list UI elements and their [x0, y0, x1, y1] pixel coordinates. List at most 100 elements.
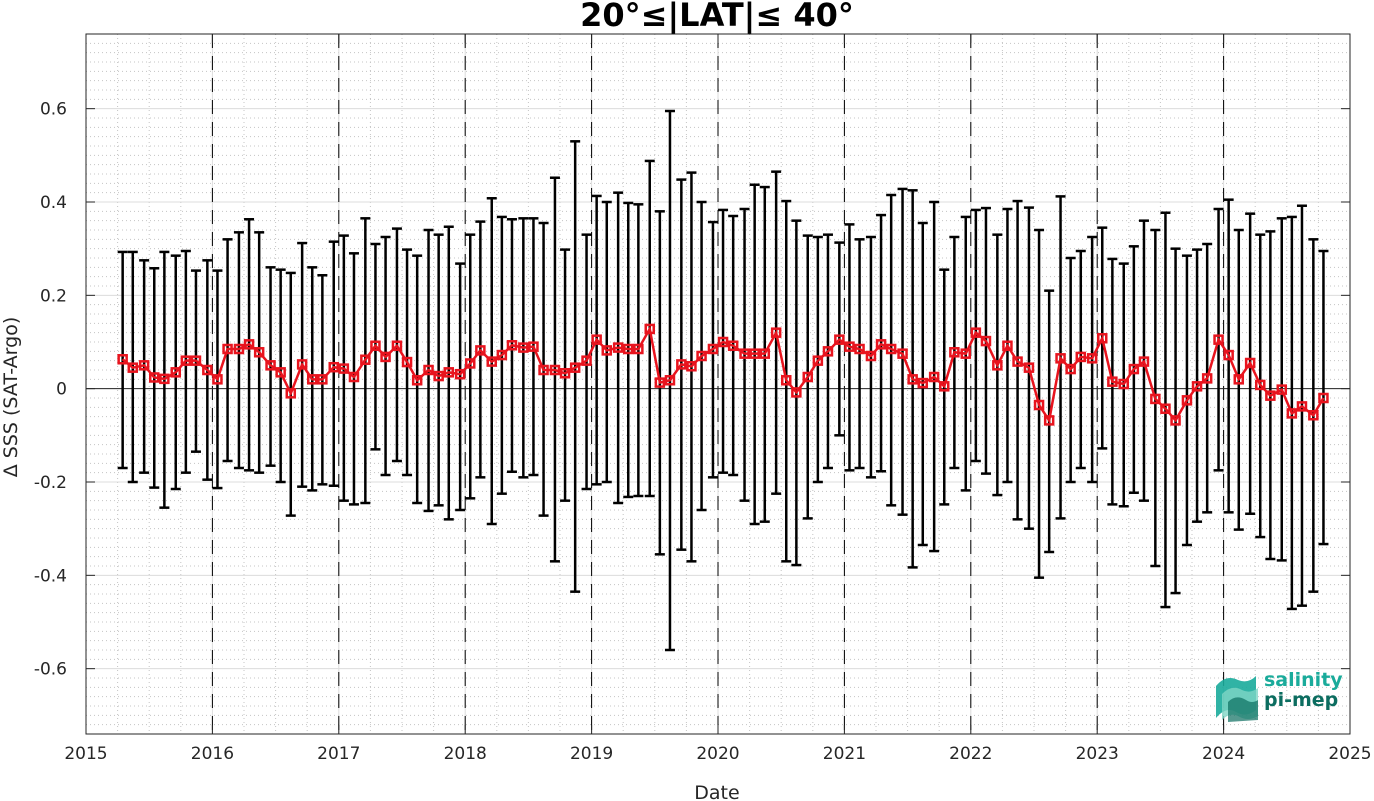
data-point	[749, 348, 760, 359]
data-point	[265, 360, 276, 371]
x-tick-label: 2023	[1076, 744, 1119, 764]
data-point	[960, 348, 971, 359]
data-point	[1002, 340, 1013, 351]
data-point	[401, 356, 413, 368]
data-point	[348, 371, 360, 383]
data-point	[992, 360, 1003, 371]
data-point	[1012, 356, 1023, 367]
data-point	[1138, 356, 1150, 367]
salinity-pi-mep-logo: salinity pi-mep	[1212, 666, 1352, 722]
data-point	[822, 346, 834, 357]
data-point	[1201, 373, 1213, 384]
y-tick-label: 0.4	[40, 193, 67, 213]
data-point	[1244, 357, 1256, 369]
data-point	[1296, 401, 1308, 412]
data-point	[696, 350, 707, 362]
data-point	[117, 354, 128, 365]
logo-line2: pi-mep	[1264, 689, 1339, 711]
data-point	[486, 356, 497, 367]
data-point	[781, 375, 792, 386]
data-point	[1055, 353, 1066, 364]
data-point	[812, 355, 824, 366]
data-point	[623, 343, 634, 355]
axis-ticks	[85, 34, 1351, 734]
data-point	[654, 377, 666, 388]
x-tick-label: 2020	[696, 744, 739, 764]
data-point	[296, 359, 308, 370]
data-point	[138, 360, 150, 371]
data-point	[664, 375, 676, 386]
logo-line1: salinity	[1264, 669, 1343, 691]
data-point	[1191, 381, 1203, 392]
tick-labels: 2015 2016 2017 2018 2019 2020 2021 2022 2023 2024…	[34, 100, 1372, 764]
data-point	[1097, 333, 1108, 344]
data-point	[917, 377, 929, 389]
x-tick-label: 2016	[191, 744, 234, 764]
data-point	[1043, 415, 1055, 426]
data-point	[423, 364, 434, 376]
data-point	[1265, 390, 1276, 401]
data-point	[328, 361, 339, 373]
data-point	[528, 341, 539, 352]
data-point	[717, 336, 729, 348]
data-point	[475, 345, 486, 356]
data-point	[433, 370, 444, 382]
data-point	[559, 368, 571, 379]
y-tick-label: 0.2	[40, 286, 67, 306]
wave-logo-icon	[1216, 676, 1258, 722]
data-point	[980, 335, 992, 347]
data-point	[644, 323, 655, 335]
x-tick-label: 2015	[64, 744, 107, 764]
series-markers	[117, 323, 1329, 426]
x-axis-label: Date	[694, 782, 739, 801]
data-point	[970, 327, 982, 338]
data-point	[686, 361, 697, 372]
data-point	[844, 341, 855, 352]
data-point	[1276, 384, 1287, 395]
y-tick-label: 0	[56, 380, 67, 400]
series-line	[121, 325, 1325, 424]
data-point	[285, 388, 297, 399]
data-point	[676, 359, 687, 370]
data-point	[360, 354, 371, 365]
data-point	[307, 374, 318, 385]
data-point	[739, 348, 750, 359]
data-point	[170, 367, 181, 378]
chart-title: 20°≤|LAT|≤ 40°	[580, 0, 854, 35]
data-point	[633, 343, 644, 355]
data-point	[243, 339, 255, 350]
data-point	[518, 342, 529, 353]
data-point	[1107, 376, 1118, 387]
data-point	[1170, 415, 1181, 426]
data-point	[854, 343, 865, 355]
y-tick-label: 0.6	[40, 100, 67, 120]
data-point	[949, 347, 960, 358]
data-point	[1118, 378, 1129, 390]
data-point	[1160, 403, 1171, 414]
data-point	[601, 345, 613, 356]
data-point	[190, 355, 202, 366]
data-point	[317, 374, 328, 385]
data-point	[1308, 410, 1319, 421]
data-point	[1181, 395, 1193, 406]
data-point	[727, 340, 739, 351]
data-point	[802, 371, 813, 383]
data-point	[1213, 334, 1224, 345]
data-point	[233, 343, 245, 355]
data-point	[538, 364, 549, 376]
data-point	[1318, 392, 1329, 404]
x-tick-label: 2025	[1328, 744, 1371, 764]
data-point	[159, 373, 170, 385]
x-tick-label: 2021	[823, 744, 866, 764]
data-point	[1286, 408, 1298, 419]
data-point	[591, 334, 602, 345]
data-point	[454, 368, 466, 380]
data-point	[885, 343, 897, 355]
data-point	[496, 349, 508, 361]
data-point	[875, 339, 887, 350]
y-axis-label: Δ SSS (SAT-Argo)	[0, 317, 22, 477]
data-point	[1086, 353, 1098, 364]
data-point	[1065, 363, 1076, 375]
data-point	[897, 348, 908, 359]
